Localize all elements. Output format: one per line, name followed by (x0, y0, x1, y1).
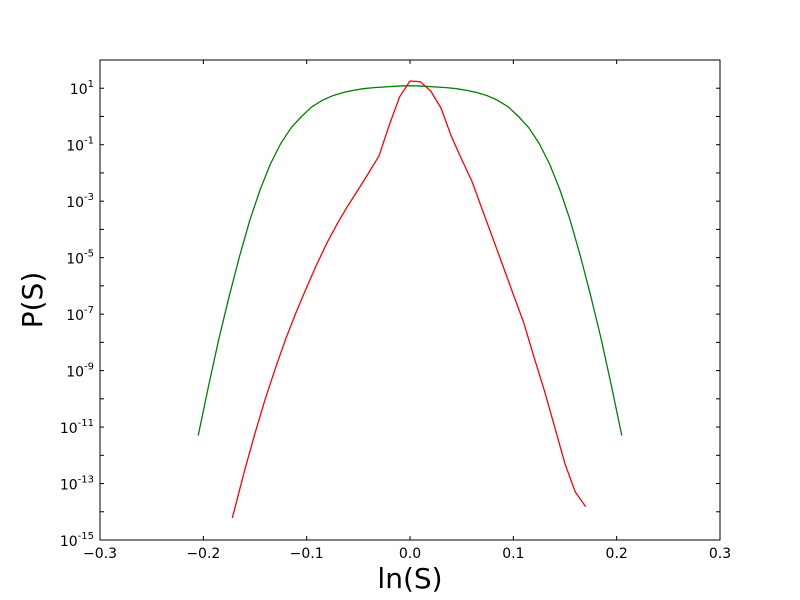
y-tick-label-base: 10 (60, 534, 78, 550)
x-tick-label: 0.2 (606, 546, 628, 562)
y-tick-label-base: 10 (66, 195, 84, 211)
y-tick-label-exponent: 1 (88, 79, 94, 90)
y-tick-label: 10-3 (66, 192, 94, 211)
y-tick-label-exponent: -7 (84, 305, 94, 316)
plot-area (100, 60, 720, 540)
y-tick-label-exponent: -3 (84, 192, 94, 203)
y-tick-label-base: 10 (70, 82, 88, 98)
y-tick-label-exponent: -1 (84, 136, 94, 147)
y-tick-label-exponent: -9 (84, 362, 94, 373)
y-tick-label: 10-7 (66, 305, 94, 324)
y-tick-label-exponent: -13 (78, 475, 94, 486)
y-tick-label-base: 10 (66, 308, 84, 324)
series-line-2 (231, 80, 587, 519)
y-tick-label-base: 10 (66, 365, 84, 381)
y-tick-label-exponent: -5 (84, 249, 94, 260)
x-tick-label: −0.2 (186, 546, 220, 562)
plot-frame (99, 59, 721, 541)
y-tick-label-base: 10 (60, 421, 78, 437)
series-layer (197, 80, 623, 519)
y-tick-label-base: 10 (66, 252, 84, 268)
y-tick-label: 10-11 (60, 418, 94, 437)
y-tick-label: 10-9 (66, 362, 94, 381)
x-tick-label: 0.0 (399, 546, 421, 562)
y-tick-label-base: 10 (60, 478, 78, 494)
series-line-1 (197, 85, 623, 436)
y-tick-label-exponent: -11 (78, 418, 94, 429)
x-tick-label: −0.3 (83, 546, 117, 562)
x-axis-label: ln(S) (377, 562, 442, 595)
y-axis-label: P(S) (16, 272, 49, 329)
y-tick-label-base: 10 (66, 139, 84, 155)
y-tick-label: 101 (70, 79, 94, 98)
x-tick-label: 0.1 (502, 546, 524, 562)
x-tick-label: 0.3 (709, 546, 731, 562)
y-tick-label: 10-1 (66, 136, 94, 155)
y-tick-label-exponent: -15 (78, 531, 94, 542)
x-tick-label: −0.1 (290, 546, 324, 562)
y-tick-label: 10-5 (66, 249, 94, 268)
tick-layer: −0.3 −0.2 −0.1 0.0 0.1 0.2 0.310110-110-310-51… (60, 59, 731, 562)
y-tick-label: 10-13 (60, 475, 94, 494)
y-tick-label: 10-15 (60, 531, 94, 550)
